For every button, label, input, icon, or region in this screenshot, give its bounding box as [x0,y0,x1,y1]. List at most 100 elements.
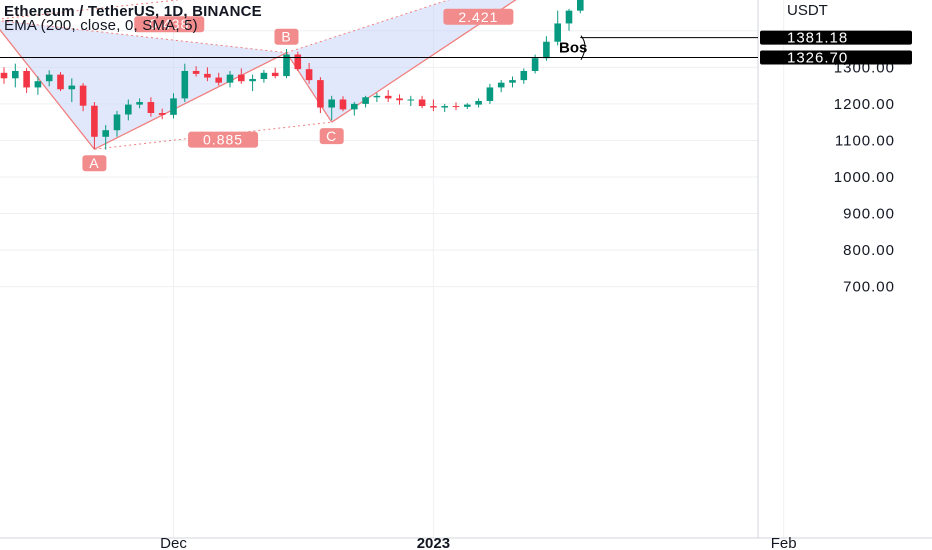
symbol-title[interactable]: Ethereum / TetherUS, 1D, BINANCE [4,3,262,20]
pattern-point-a: A [82,155,107,172]
candle-body [565,10,573,24]
pattern-fill-bcd [286,0,516,123]
price-tag-bg [760,30,912,45]
price-axis-label: 900.00 [843,206,895,223]
candle-body [45,74,53,82]
price-tags: 1679.321601.711547.0717:59:381503.991381… [760,0,912,67]
pattern-point-b: B [274,28,299,45]
pattern-leg-bc [285,52,333,123]
time-axis-label: Dec [160,535,187,550]
candle-body [475,100,482,105]
candle-body [486,87,494,101]
candle-body [215,77,222,83]
price-axis-label: 700.00 [843,279,895,296]
candle-body [249,79,256,82]
pattern-point-b-text: B [281,29,291,45]
candle-body [170,98,177,115]
candle-body [396,98,403,101]
candle-body [158,113,166,115]
ratio-xb-text: 0.438 [149,16,189,32]
ratio-bd: 2.421 [443,8,514,25]
pattern-point-c: C [319,128,344,145]
candle-body [430,106,437,108]
pattern-leg-cd [331,0,517,123]
ratio-ac: 0.885 [188,131,259,148]
time-axis: Dec 2023 Feb [160,535,796,550]
pattern-point-c-bg [319,128,344,145]
candle-body [577,0,584,11]
candle-body [373,95,381,98]
price-tag-value: 1381.18 [787,30,848,47]
candle-body [57,74,64,90]
candle-body [531,58,539,71]
candle-body [0,72,8,79]
candle-body [260,72,268,80]
candle-body [509,80,516,83]
candle-body [102,130,109,137]
candle-body [147,102,155,114]
price-tag-value: 1503.99 [787,0,848,2]
candle-body [339,99,347,110]
candle-body [226,74,234,83]
candle-body [464,104,471,107]
candle-body [283,54,290,77]
price-tag-bg [760,50,912,65]
candle-body [328,99,335,108]
candle-body [554,23,561,42]
candle-body [238,74,245,82]
price-tag-value: 1326.70 [787,50,848,67]
time-axis-label: 2023 [417,535,450,550]
price-axis-label: 1200.00 [834,96,895,113]
bos-bracket [580,35,586,60]
pattern-point-c-text: C [326,128,337,144]
pattern-leg-xa [0,28,95,150]
bos-label: Bos [559,40,587,57]
price-unit-label: USDT [787,2,828,19]
candle-body [125,104,132,115]
candle-body [452,106,460,108]
ratio-ac-text: 0.885 [203,132,243,148]
candle-body [204,73,211,78]
pattern-ratio-xb [0,20,287,54]
candle-body [271,72,279,77]
pattern-point-a-text: A [89,155,99,171]
ratio-bd-text: 2.421 [458,9,498,25]
indicator-legend[interactable]: EMA (200, close, 0, SMA, 5) [4,17,198,34]
candle-body [91,105,98,137]
candle-body [192,70,200,74]
candle-body [384,95,392,99]
candle-body [181,70,189,99]
candle-body [441,106,448,108]
candle-body [497,82,505,88]
candle-body [362,97,369,104]
ratio-ac-bg [188,131,259,148]
price-tag-1326-70: 1326.70 [760,50,912,67]
candles [0,0,584,150]
pattern-point-a-bg [82,155,107,172]
xabcd-pattern [0,0,517,150]
candle-body [418,99,426,107]
candle-body [543,41,550,59]
candle-body [12,70,19,79]
ratio-bd-bg [443,8,514,25]
candle-body [34,81,42,88]
price-tag-1503-99: 1503.99 [787,0,848,2]
pattern-fill-xab [0,20,287,150]
candle-body [136,102,143,105]
pattern-leg-ab [94,52,287,150]
candle-body [305,69,313,81]
candle-body [317,80,324,108]
candle-body [407,99,415,101]
price-axis-label: 1100.00 [835,132,895,149]
time-axis-label: Feb [771,535,797,550]
candle-body [113,114,121,131]
horizontal-lines: Bos [0,35,758,60]
candle-body [351,103,358,110]
price-tag-1381-18: 1381.18 [760,30,912,47]
pattern-point-b-bg [274,28,299,45]
candle-body [520,70,528,81]
candle-body [79,85,87,106]
price-axis-label: 800.00 [843,242,895,259]
